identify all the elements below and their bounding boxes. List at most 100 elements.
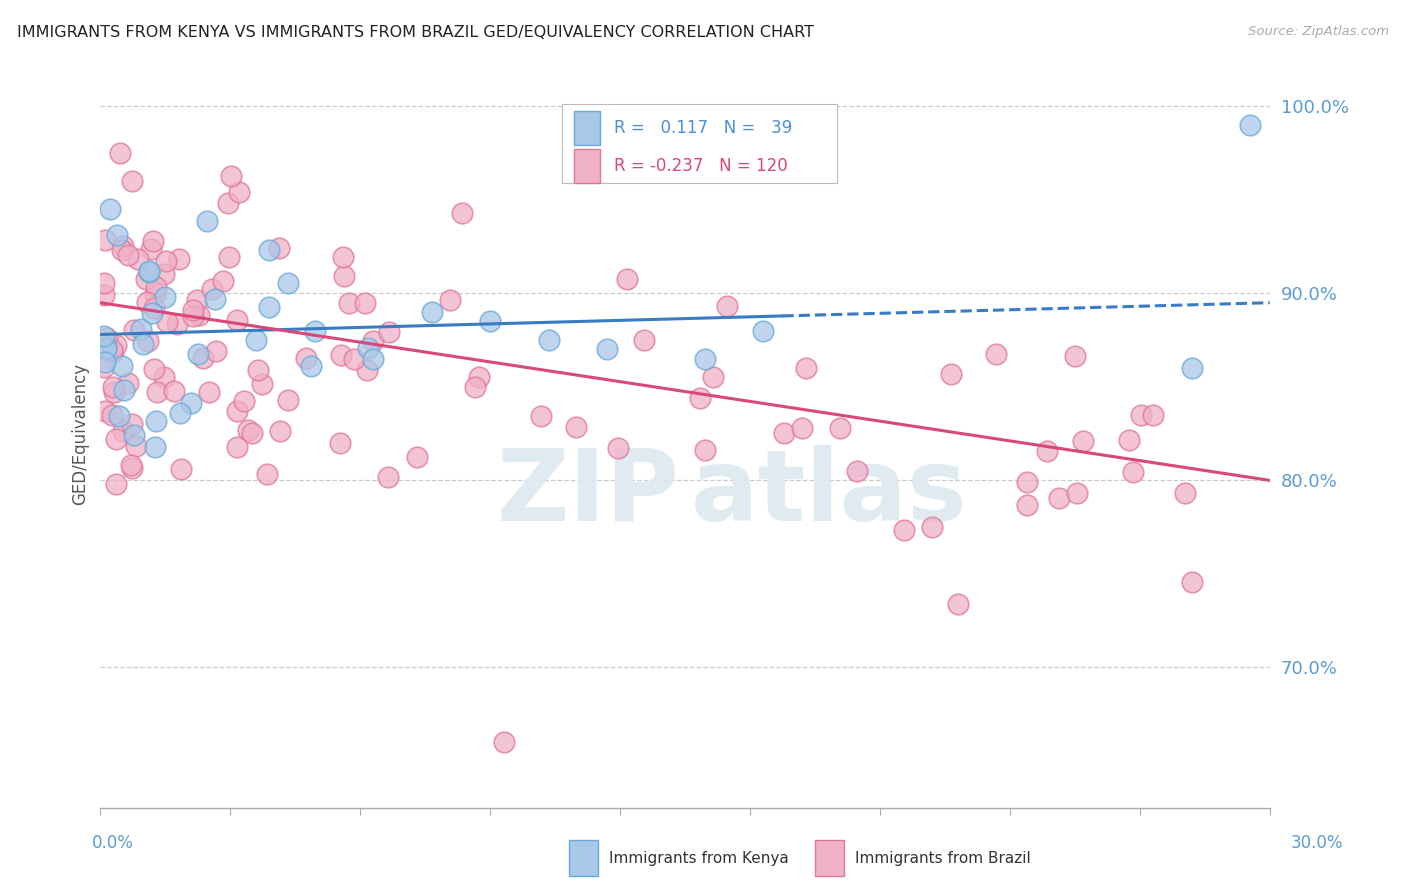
Point	[492, 735, 515, 749]
Point	[295, 351, 318, 365]
Point	[256, 467, 278, 481]
Point	[121, 417, 143, 431]
Point	[616, 272, 638, 286]
Point	[228, 185, 250, 199]
Point	[100, 202, 122, 217]
Point	[142, 362, 165, 376]
Point	[131, 337, 153, 351]
Point	[105, 432, 128, 446]
Point	[361, 351, 384, 366]
Text: IMMIGRANTS FROM KENYA VS IMMIGRANTS FROM BRAZIL GED/EQUIVALENCY CORRELATION CHAR: IMMIGRANTS FROM KENYA VS IMMIGRANTS FROM…	[17, 25, 814, 40]
Point	[181, 303, 204, 318]
Point	[136, 294, 159, 309]
Point	[250, 376, 273, 391]
Point	[94, 340, 117, 354]
Point	[530, 409, 553, 424]
Point	[1063, 350, 1085, 364]
Point	[1239, 118, 1261, 132]
Point	[240, 426, 263, 441]
Point	[111, 359, 134, 373]
Text: 0.0%: 0.0%	[91, 834, 134, 852]
Point	[141, 306, 163, 320]
Point	[167, 252, 190, 266]
Point	[356, 362, 378, 376]
Point	[790, 421, 813, 435]
Text: R =   0.117   N =   39: R = 0.117 N = 39	[613, 119, 792, 137]
Point	[1181, 575, 1204, 590]
Point	[101, 408, 124, 422]
Point	[191, 351, 214, 365]
Point	[1174, 486, 1197, 500]
Point	[107, 409, 129, 424]
Point	[93, 276, 115, 290]
Point	[122, 323, 145, 337]
Point	[117, 248, 139, 262]
Text: R = -0.237   N = 120: R = -0.237 N = 120	[613, 157, 787, 175]
Point	[103, 384, 125, 399]
Point	[187, 308, 209, 322]
Point	[1181, 361, 1204, 376]
Point	[120, 458, 142, 472]
Point	[269, 241, 291, 255]
Point	[138, 264, 160, 278]
Point	[217, 195, 239, 210]
Point	[169, 462, 191, 476]
Bar	[574, 112, 600, 145]
Text: 30.0%: 30.0%	[1291, 834, 1343, 852]
Point	[946, 597, 969, 611]
Point	[93, 288, 115, 302]
Text: atlas: atlas	[690, 445, 967, 542]
Point	[702, 369, 724, 384]
Point	[94, 342, 117, 356]
Point	[186, 293, 208, 307]
Point	[439, 293, 461, 307]
Point	[96, 330, 118, 344]
Text: Immigrants from Kenya: Immigrants from Kenya	[609, 851, 789, 865]
Point	[180, 396, 202, 410]
Point	[135, 271, 157, 285]
Text: ZIP: ZIP	[496, 445, 679, 542]
Point	[467, 369, 489, 384]
Point	[330, 348, 353, 362]
Point	[406, 450, 429, 464]
Point	[153, 290, 176, 304]
Point	[353, 295, 375, 310]
Point	[105, 477, 128, 491]
Point	[105, 227, 128, 242]
Point	[299, 359, 322, 374]
Text: Source: ZipAtlas.com: Source: ZipAtlas.com	[1249, 25, 1389, 38]
Point	[304, 324, 326, 338]
Point	[893, 524, 915, 538]
Point	[94, 233, 117, 247]
Point	[607, 441, 630, 455]
Point	[181, 310, 204, 324]
Point	[537, 333, 560, 347]
Point	[101, 344, 124, 359]
Point	[337, 295, 360, 310]
Point	[122, 428, 145, 442]
Point	[138, 265, 160, 279]
Point	[451, 206, 474, 220]
Point	[794, 360, 817, 375]
Point	[166, 317, 188, 331]
Point	[377, 469, 399, 483]
Point	[187, 347, 209, 361]
Point	[101, 380, 124, 394]
Point	[141, 242, 163, 256]
Point	[212, 274, 235, 288]
Point	[145, 280, 167, 294]
Point	[94, 354, 117, 368]
Point	[752, 324, 775, 338]
Point	[204, 292, 226, 306]
Point	[218, 251, 240, 265]
Bar	[574, 149, 600, 183]
Point	[479, 314, 502, 328]
Point	[332, 250, 354, 264]
Point	[121, 460, 143, 475]
Point	[219, 169, 242, 184]
Point	[225, 440, 247, 454]
Point	[93, 359, 115, 374]
Point	[104, 338, 127, 352]
Point	[156, 315, 179, 329]
Point	[269, 424, 291, 438]
